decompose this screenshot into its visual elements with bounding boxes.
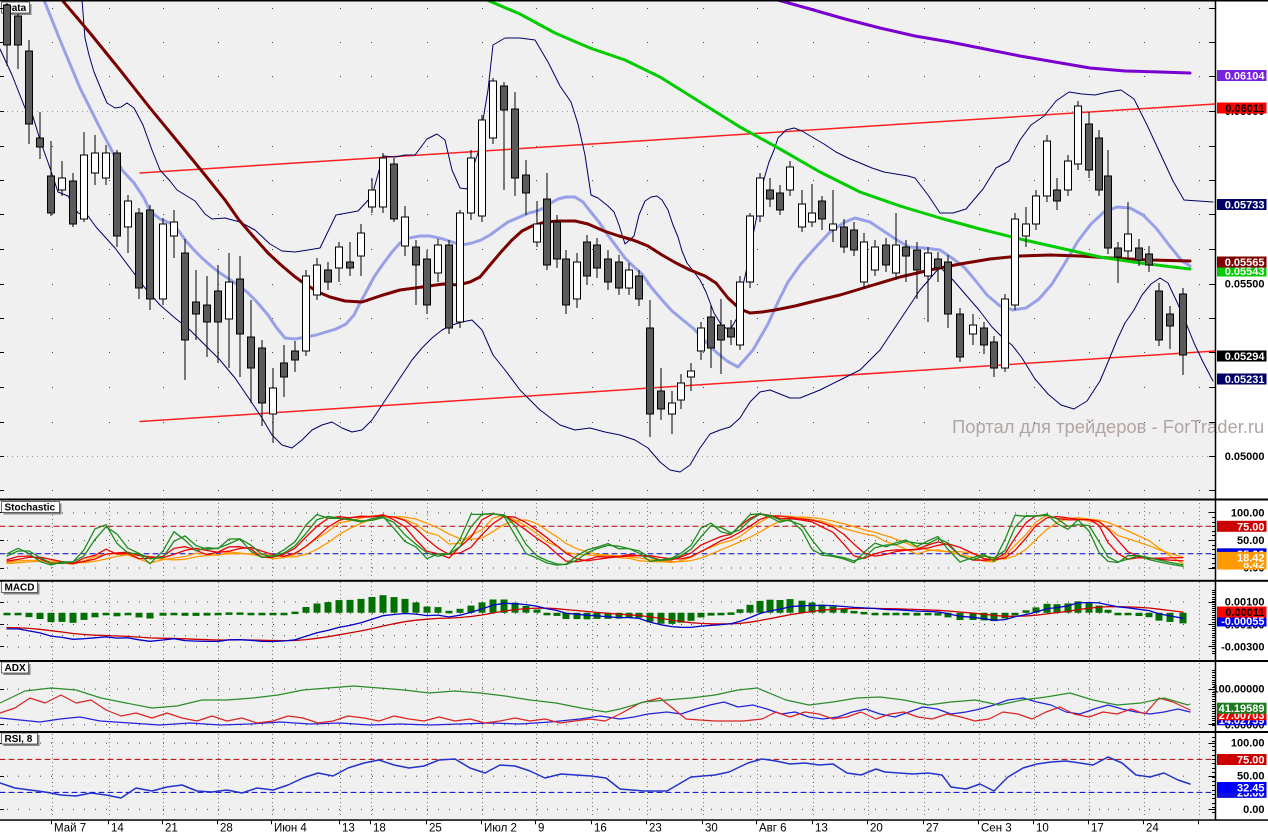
svg-text:0.05294: 0.05294	[1225, 351, 1266, 363]
svg-text:Портал для трейдеров - ForTrad: Портал для трейдеров - ForTrader.ru	[952, 416, 1264, 437]
svg-text:18.42: 18.42	[1237, 552, 1265, 564]
svg-text:17: 17	[1091, 823, 1104, 835]
svg-text:0.05543: 0.05543	[1225, 266, 1265, 278]
svg-text:75.00: 75.00	[1237, 755, 1265, 767]
svg-text:Авг 6: Авг 6	[759, 823, 787, 835]
svg-text:9: 9	[538, 823, 544, 835]
svg-text:0.06104: 0.06104	[1225, 71, 1266, 83]
svg-text:0.00100: 0.00100	[1225, 597, 1265, 609]
svg-text:27: 27	[926, 823, 939, 835]
svg-text:0.05231: 0.05231	[1225, 374, 1265, 386]
svg-text:25: 25	[429, 823, 442, 835]
svg-text:50.00: 50.00	[1237, 535, 1265, 547]
svg-text:Сен 3: Сен 3	[981, 823, 1012, 835]
svg-text:28: 28	[220, 823, 233, 835]
svg-text:30: 30	[705, 823, 718, 835]
svg-text:21: 21	[165, 823, 178, 835]
svg-text:Data: Data	[5, 3, 27, 14]
svg-text:24: 24	[1146, 823, 1159, 835]
svg-text:18: 18	[373, 823, 386, 835]
svg-text:100.00: 100.00	[1231, 738, 1265, 750]
svg-text:14: 14	[111, 823, 124, 835]
svg-text:Июл 2: Июл 2	[484, 823, 517, 835]
svg-text:Июн 4: Июн 4	[274, 823, 307, 835]
svg-text:100.00: 100.00	[1231, 508, 1265, 520]
svg-text:-0.00055: -0.00055	[1221, 616, 1264, 628]
svg-text:MACD: MACD	[5, 583, 35, 594]
svg-text:20: 20	[870, 823, 883, 835]
svg-text:0.00: 0.00	[1243, 804, 1264, 816]
svg-text:32.45: 32.45	[1237, 783, 1265, 795]
svg-text:0.05565: 0.05565	[1225, 257, 1265, 269]
svg-text:10: 10	[1036, 823, 1049, 835]
svg-text:Stochastic: Stochastic	[5, 503, 56, 514]
svg-text:50.00: 50.00	[1237, 771, 1265, 783]
svg-text:23: 23	[649, 823, 662, 835]
svg-text:-0.00300: -0.00300	[1221, 641, 1264, 653]
svg-text:ADX: ADX	[5, 663, 26, 674]
svg-text:0.00011: 0.00011	[1225, 607, 1264, 619]
svg-text:0.05500: 0.05500	[1225, 279, 1265, 291]
svg-text:75.00: 75.00	[1237, 521, 1265, 533]
svg-text:RSI, 8: RSI, 8	[5, 734, 33, 745]
svg-text:0.05000: 0.05000	[1225, 451, 1265, 463]
svg-text:16: 16	[594, 823, 607, 835]
svg-text:13: 13	[815, 823, 828, 835]
svg-text:0.05733: 0.05733	[1225, 200, 1265, 212]
svg-text:41.19589: 41.19589	[1219, 703, 1265, 715]
svg-text:100.00000: 100.00000	[1213, 684, 1265, 696]
svg-text:Май 7: Май 7	[54, 823, 86, 835]
svg-text:13: 13	[342, 823, 355, 835]
svg-text:0.06011: 0.06011	[1225, 103, 1264, 115]
